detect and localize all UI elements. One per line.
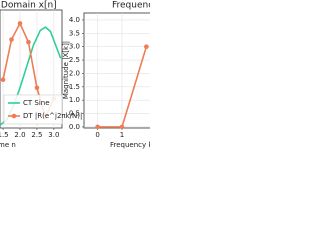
data-point: [34, 85, 40, 91]
data-point: [95, 124, 100, 130]
x-tick-label: 2.5: [31, 131, 42, 139]
y-tick-label: 3.5: [69, 29, 80, 37]
data-point: [26, 39, 31, 45]
y-tick-label: 0.0: [69, 123, 80, 131]
figure: 1.5 2.0 2.5 3.0 Time Domain x[n] Time n CT Sin…: [0, 0, 150, 150]
data-point: [9, 37, 14, 42]
chart-title: Frequency Domain |X[k]|: [112, 1, 150, 11]
y-tick-label: 1.0: [69, 96, 80, 104]
chart-title: Time Domain x[n]: [0, 1, 57, 11]
y-tick-label: 0.5: [69, 110, 80, 118]
x-tick-label: 2.0: [14, 131, 25, 139]
x-tick-label: 1: [120, 131, 124, 139]
legend-label: CT Sine: [23, 99, 50, 107]
x-tick-label: 0: [95, 131, 99, 139]
data-point: [0, 77, 6, 83]
x-axis-label: Frequency k: [110, 141, 150, 149]
data-point: [144, 44, 149, 49]
legend-label: DT |R(e^j2πk/N)|: [23, 112, 82, 120]
legend-box: [3, 94, 63, 125]
x-tick-label: 3.0: [48, 131, 59, 139]
x-tick-label: 1.5: [0, 131, 9, 139]
y-tick-label: 1.5: [69, 83, 80, 91]
legend-marker: [11, 113, 17, 119]
y-tick-label: 2.0: [69, 69, 80, 77]
x-axis-label: Time n: [0, 141, 16, 149]
y-tick-label: 3.0: [69, 43, 80, 51]
data-point: [119, 124, 125, 130]
y-axis-label: Magnitude |X[k]|: [62, 41, 70, 99]
data-point: [17, 21, 23, 26]
plot-area: [83, 12, 150, 129]
y-tick-label: 4.0: [69, 16, 80, 24]
y-tick-label: 2.5: [69, 56, 80, 64]
